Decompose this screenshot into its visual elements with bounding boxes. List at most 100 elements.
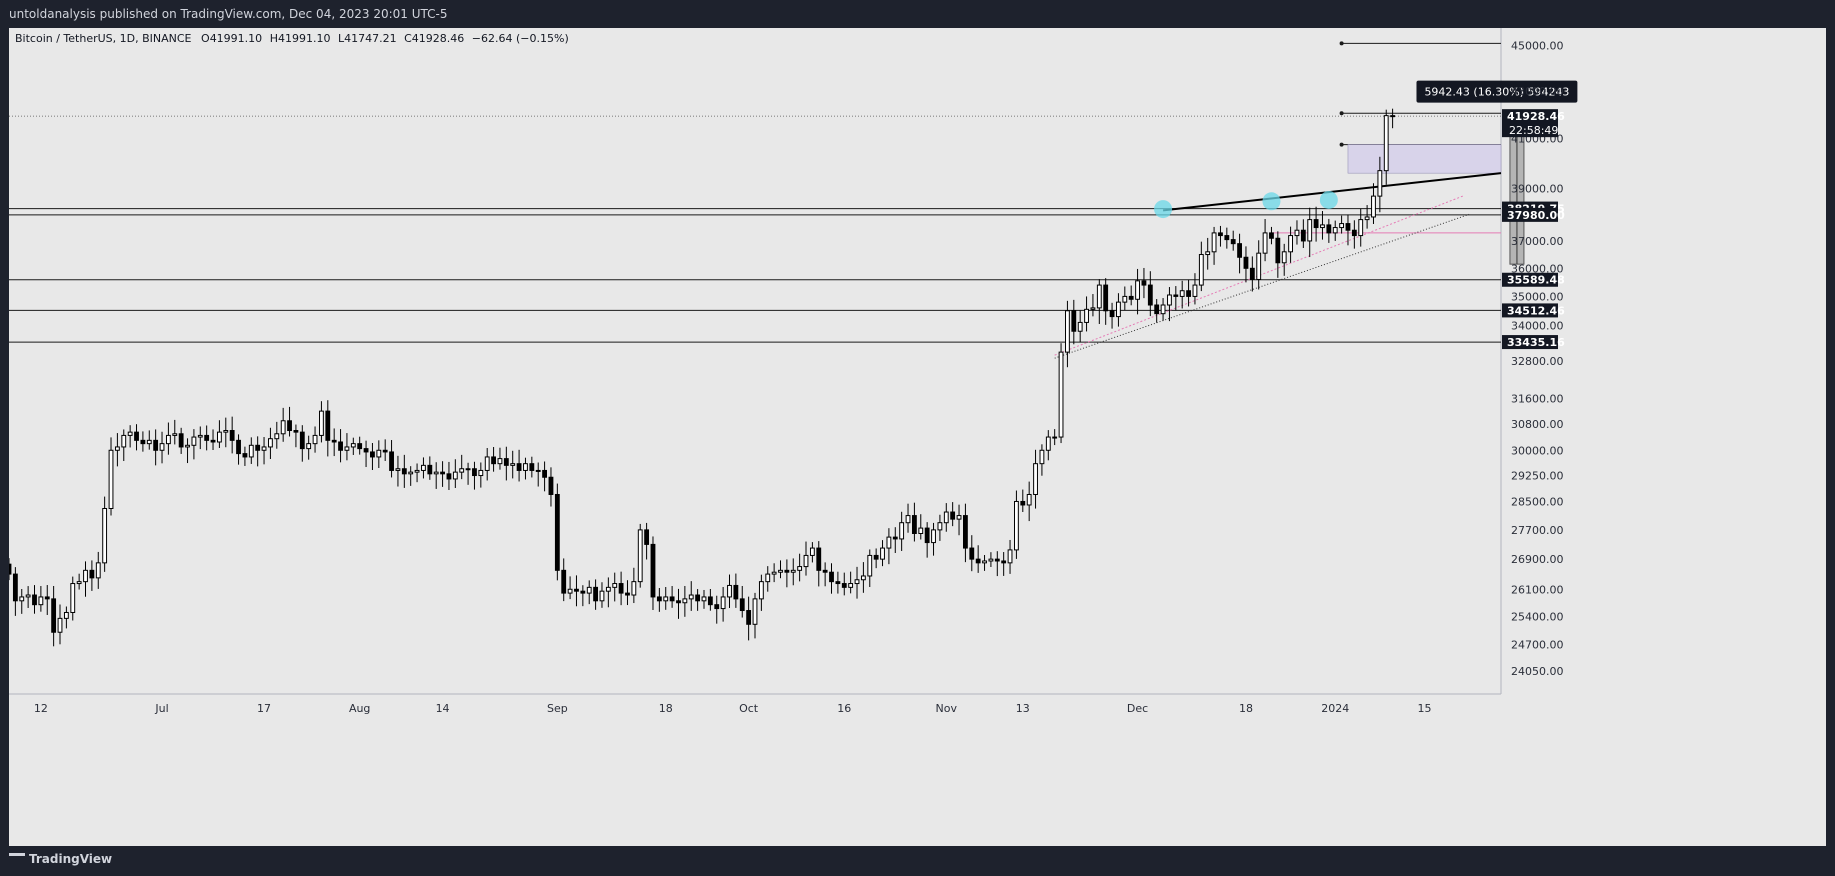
candle-body — [57, 617, 63, 633]
candle — [1007, 539, 1013, 574]
candle-body — [873, 554, 879, 560]
price-tag-label: 41928.46 — [1507, 110, 1565, 123]
candle — [44, 585, 50, 615]
candle — [108, 437, 114, 516]
candle-body — [319, 410, 324, 436]
candle — [1186, 279, 1191, 307]
chart-area[interactable]: 5942.43 (16.30%) 594243 45000.00 43000.00… — [9, 28, 1826, 846]
touch-highlight — [1262, 192, 1281, 211]
candle — [280, 407, 286, 442]
candle-body — [401, 468, 407, 475]
candle-body — [178, 433, 184, 448]
price-tick-label: 45000.00 — [1511, 40, 1564, 53]
dotted-trendline — [1054, 213, 1470, 359]
candle-body — [1128, 295, 1134, 300]
candle-body — [720, 596, 726, 610]
candle — [1001, 552, 1007, 576]
candle-body — [1147, 284, 1153, 306]
candle-body — [924, 527, 930, 544]
candle — [586, 580, 592, 605]
time-tick-label: Oct — [739, 702, 759, 715]
candle-body — [38, 596, 44, 606]
candle-body — [618, 583, 624, 594]
price-tick-label: 39000.00 — [1511, 182, 1564, 195]
candle — [739, 585, 745, 618]
time-tick-label: 2024 — [1321, 702, 1349, 715]
candle — [1275, 231, 1281, 278]
candle-body — [395, 468, 401, 471]
candle-body — [70, 583, 76, 613]
candle-body — [867, 554, 873, 577]
candle — [357, 436, 363, 455]
candle-body — [669, 596, 675, 602]
candle — [937, 514, 943, 541]
candle — [376, 440, 382, 468]
candle-body — [1364, 216, 1370, 221]
candle — [663, 587, 669, 610]
candle-body — [1135, 280, 1140, 300]
candle — [102, 496, 108, 572]
candle-body — [1288, 235, 1294, 253]
candle — [191, 429, 197, 460]
candle — [1307, 207, 1313, 258]
candle — [421, 457, 426, 479]
price-chart[interactable]: 5942.43 (16.30%) 594243 45000.00 43000.00… — [9, 28, 1826, 846]
candle-body — [440, 471, 445, 475]
candle-body — [835, 581, 841, 585]
candle-body — [1371, 195, 1376, 218]
candle — [618, 571, 624, 606]
candle — [1345, 214, 1351, 246]
candle — [803, 541, 809, 576]
candle — [797, 553, 803, 582]
candle-body — [408, 471, 414, 475]
candle — [32, 585, 37, 614]
tradingview-logo[interactable]: TradingView — [9, 846, 112, 872]
candle — [1294, 220, 1300, 245]
candle-body — [1377, 170, 1383, 197]
candle-body — [605, 586, 611, 592]
candle-body — [1045, 436, 1051, 451]
candle-body — [338, 441, 343, 451]
candle-body — [612, 583, 618, 588]
candle — [1364, 205, 1370, 229]
price-tick-label: 36000.00 — [1511, 262, 1564, 275]
candle-body — [554, 493, 560, 571]
candle — [478, 462, 484, 488]
candle — [414, 463, 420, 483]
candle-body — [306, 443, 312, 450]
candle — [918, 514, 924, 540]
published-text: untoldanalysis published on TradingView.… — [9, 7, 448, 21]
candle-body — [860, 575, 866, 581]
zone-box — [1347, 144, 1502, 174]
candle — [459, 454, 465, 480]
time-tick-label: 13 — [1016, 702, 1030, 715]
candle-body — [1256, 252, 1262, 280]
candle — [860, 562, 866, 593]
touch-highlight — [1154, 200, 1173, 219]
candle — [1077, 310, 1083, 343]
candle-body — [880, 547, 885, 560]
candle — [523, 457, 528, 480]
candle — [350, 437, 356, 455]
candle-body — [803, 554, 809, 568]
candle — [1109, 302, 1115, 329]
candle — [554, 483, 560, 581]
candle-body — [631, 581, 637, 596]
candle — [1103, 278, 1109, 325]
price-tick-label: 26900.00 — [1511, 553, 1564, 566]
candle — [644, 522, 650, 560]
candle — [363, 440, 369, 468]
candle — [19, 588, 25, 614]
candle-body — [197, 434, 203, 438]
candle-body — [701, 596, 707, 602]
candle-body — [1001, 560, 1007, 564]
candle — [95, 551, 101, 589]
candle-body — [159, 443, 165, 451]
candle — [484, 448, 490, 481]
candle — [338, 429, 343, 463]
candle-body — [459, 468, 465, 473]
candle — [962, 503, 968, 563]
candle-body — [695, 594, 701, 602]
candle-body — [593, 586, 599, 602]
candle — [446, 461, 452, 490]
